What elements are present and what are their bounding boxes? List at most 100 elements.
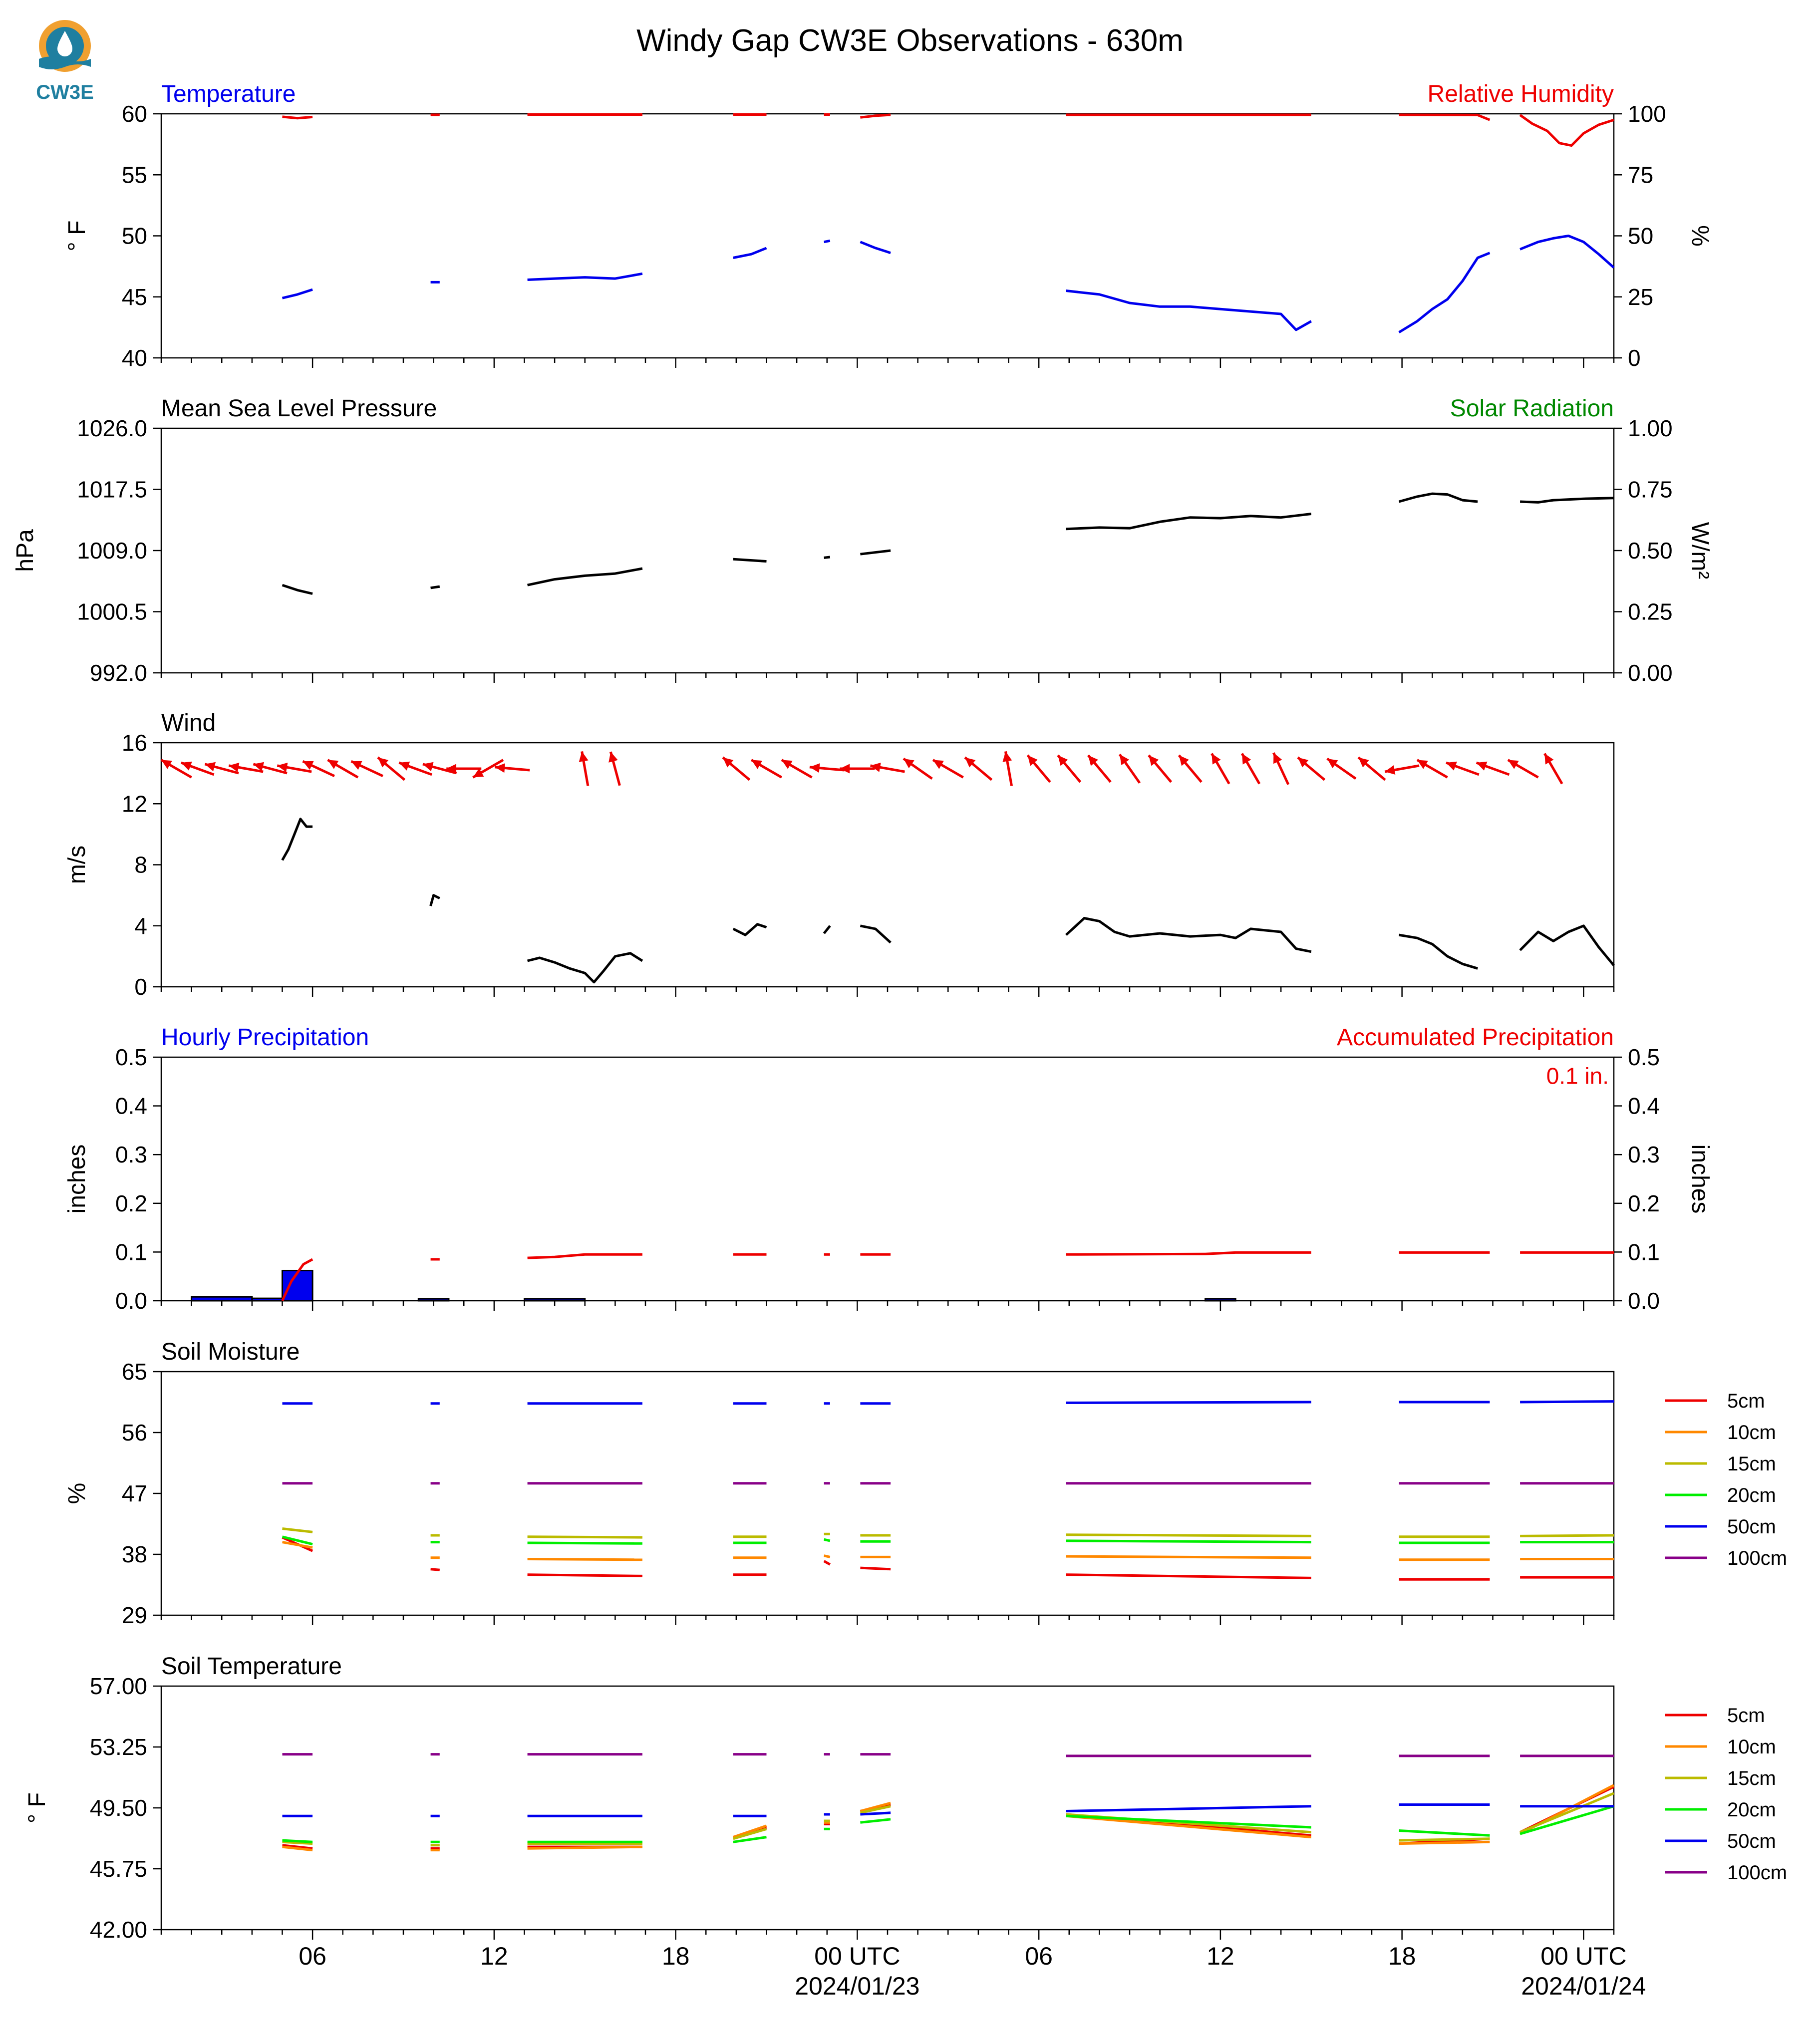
wind-arrow-head [327, 760, 339, 769]
y-axis-label-right: W/m² [1687, 522, 1713, 579]
series-line-wind-speed [429, 894, 440, 906]
wind-arrow-head [1027, 755, 1038, 766]
series-line-relative-humidity [282, 115, 313, 120]
precip-bar [191, 1296, 253, 1302]
legend-label: 10cm [1727, 1736, 1776, 1758]
y-tick-label-right: 0.5 [1628, 1044, 1660, 1070]
y-tick-label-right: 0.25 [1628, 599, 1673, 625]
wind-arrow-head [1476, 761, 1488, 771]
panel-title-left: Mean Sea Level Pressure [161, 395, 437, 422]
panel-title-right: Accumulated Precipitation [1337, 1024, 1614, 1051]
wind-arrow-head [903, 758, 914, 769]
series-line-temperature [527, 272, 643, 281]
legend-label: 100cm [1727, 1547, 1787, 1569]
series-line-relative-humidity [860, 113, 891, 119]
series-line-temperature [282, 288, 313, 299]
series-line-20cm [1066, 1539, 1311, 1544]
wind-arrow-head [303, 761, 314, 770]
wind-arrow-head [579, 751, 589, 762]
series-line-wind-speed [732, 923, 767, 936]
precip-bar [282, 1269, 313, 1302]
wind-arrow-head [1149, 755, 1159, 766]
y-tick-label-left: 29 [122, 1602, 147, 1628]
series-line-wind-speed [823, 925, 831, 934]
series-line-mean-sea-level-pressure [1066, 513, 1312, 531]
wind-arrow-head [377, 757, 389, 768]
precip-annotation: 0.1 in. [1546, 1063, 1609, 1089]
series-line-15cm [733, 1827, 767, 1840]
series-line-temperature [1066, 290, 1312, 331]
wind-arrow-head [1327, 758, 1338, 769]
wind-arrow-head [1058, 755, 1068, 766]
y-tick-label-left: 45 [122, 284, 147, 310]
x-tick-label: 06 [299, 1942, 326, 1970]
wind-arrow-head [723, 757, 734, 768]
y-tick-label-left: 1026.0 [77, 415, 147, 441]
panel-title-left: Soil Temperature [161, 1653, 342, 1680]
series-line-10cm [1066, 1814, 1312, 1839]
wind-arrow-head [161, 760, 172, 769]
series-line-20cm [824, 1538, 831, 1542]
panel-title-right: Solar Radiation [1450, 395, 1614, 422]
y-tick-label-left: 0.3 [115, 1142, 147, 1167]
series-line-10cm [527, 1845, 642, 1850]
y-axis-label-left: ° F [24, 1792, 50, 1823]
y-axis-label-left: % [64, 1483, 90, 1504]
panel-soil_temperature: 42.00 45.75 49.50 53.25 57.00 Soil Temperatur… [24, 1653, 1787, 1943]
precip-bar [1205, 1298, 1236, 1302]
series-line-20cm [1066, 1814, 1311, 1829]
y-axis-label-right: inches [1687, 1145, 1713, 1214]
y-tick-label-left: 1017.5 [77, 477, 147, 503]
legend-label: 15cm [1727, 1453, 1776, 1475]
wind-arrow-head [1544, 753, 1554, 765]
panel-pressure: 992.0 1000.5 1009.0 1017.5 1026.0 0.00 0.25 0.5… [12, 395, 1713, 686]
y-axis-label-left: hPa [12, 529, 38, 572]
y-tick-label-right: 25 [1628, 284, 1653, 310]
y-tick-label-right: 0.2 [1628, 1190, 1660, 1216]
precip-bar [417, 1298, 450, 1302]
wind-arrow-head [781, 760, 793, 769]
wind-arrow-head [870, 762, 881, 772]
series-line-20cm [733, 1836, 767, 1843]
wind-arrow-head [1417, 760, 1428, 769]
y-tick-label-right: 0.50 [1628, 538, 1673, 564]
y-tick-label-left: 38 [122, 1541, 147, 1567]
series-line-wind-speed [1399, 933, 1478, 970]
series-line-15cm [1520, 1534, 1614, 1537]
series-line-20cm [1399, 1829, 1490, 1837]
y-tick-label-right: 0.75 [1628, 477, 1673, 503]
y-tick-label-right: 1.00 [1628, 415, 1673, 441]
y-axis-label-left: m/s [64, 846, 90, 884]
series-line-10cm [732, 1824, 767, 1838]
series-line-relative-humidity [1399, 113, 1491, 121]
series-line-10cm [282, 1845, 313, 1852]
wind-arrow-head [399, 761, 410, 771]
panel-frame [160, 1056, 1615, 1302]
legend-label: 50cm [1727, 1516, 1776, 1538]
y-tick-label-left: 0 [134, 974, 147, 1000]
wind-arrow-head [751, 760, 763, 769]
x-tick-label: 00 UTC [814, 1942, 900, 1970]
precip-bar [524, 1298, 586, 1302]
y-tick-label-right: 75 [1628, 162, 1653, 188]
y-tick-label-left: 55 [122, 162, 147, 188]
wind-arrow-head [1273, 753, 1282, 764]
logo-drop-icon [57, 31, 72, 56]
series-line-20cm [1519, 1805, 1614, 1835]
x-tick-label: 00 UTC [1540, 1942, 1626, 1970]
x-tick-label: 18 [662, 1942, 690, 1970]
y-tick-label-left: 56 [122, 1420, 147, 1446]
series-line-wind-speed [527, 952, 643, 984]
legend-label: 50cm [1727, 1830, 1776, 1852]
y-tick-label-left: 0.5 [115, 1044, 147, 1070]
panel-frame [160, 742, 1615, 988]
y-tick-label-left: 992.0 [90, 660, 147, 686]
series-line-10cm [527, 1558, 642, 1561]
y-tick-label-left: 49.50 [90, 1795, 147, 1821]
wind-arrow-head [1088, 755, 1098, 766]
wind-arrow-head [446, 764, 457, 774]
wind-arrow-head [809, 763, 820, 773]
wind-arrow-head [1385, 765, 1396, 775]
